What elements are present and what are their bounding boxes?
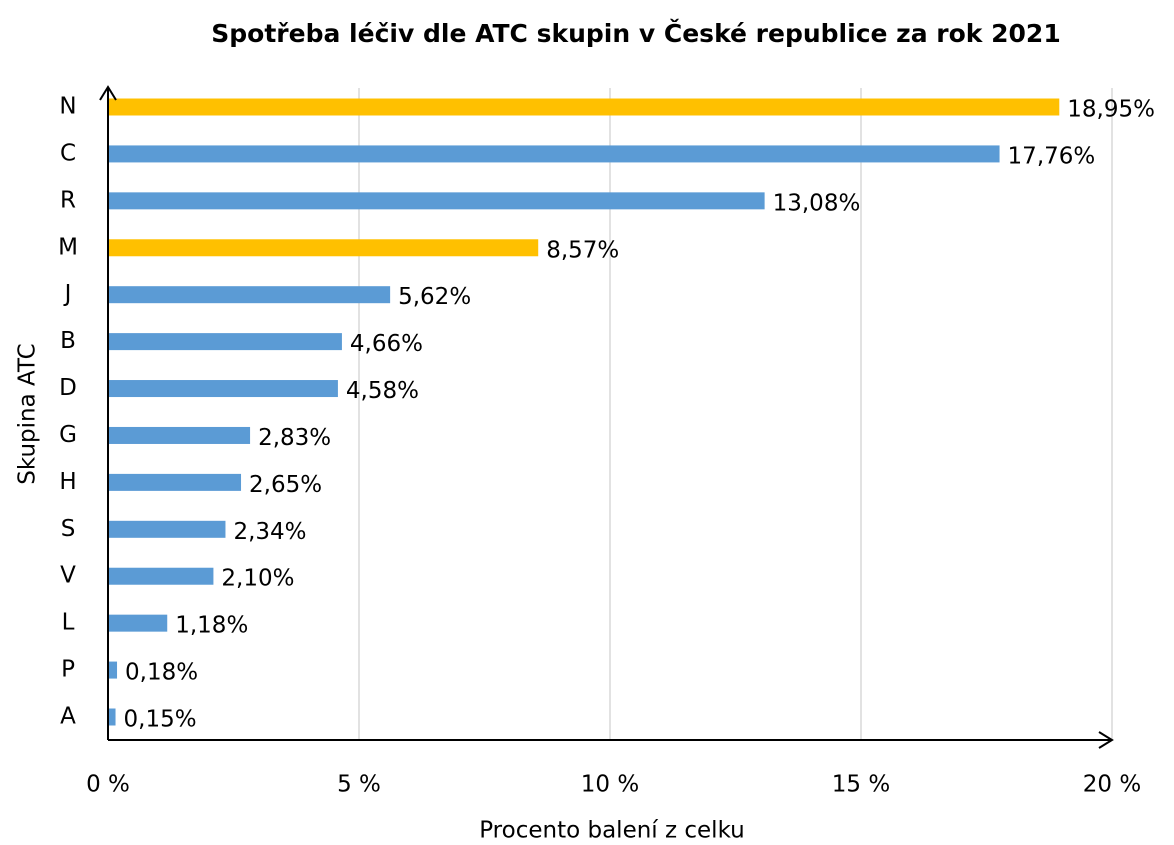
bar: [108, 473, 242, 491]
bar: [108, 614, 168, 632]
bar: [108, 661, 118, 679]
x-tick-label: 0 %: [86, 772, 130, 798]
bar: [108, 286, 391, 304]
bar: [108, 426, 251, 444]
bar: [108, 333, 342, 351]
x-axis-arrow: [1098, 731, 1114, 749]
y-tick-label: B: [60, 328, 76, 354]
x-tick-label: 10 %: [581, 772, 639, 798]
data-label: 8,57%: [546, 237, 619, 263]
x-tick-label: 20 %: [1083, 772, 1141, 798]
bar: [108, 98, 1060, 116]
bar: [108, 145, 1000, 163]
y-tick-label: M: [58, 234, 78, 260]
y-tick-label: R: [60, 187, 76, 213]
data-label: 0,15%: [124, 707, 197, 733]
chart-title: Spotřeba léčiv dle ATC skupin v České re…: [211, 18, 1060, 48]
y-axis-arrow: [99, 85, 117, 101]
y-tick-label: V: [60, 563, 76, 589]
grid: [358, 88, 1113, 740]
data-label: 2,10%: [221, 566, 294, 592]
bar: [108, 708, 116, 726]
data-label: 0,18%: [125, 660, 198, 686]
bar: [108, 567, 214, 585]
bar: [108, 380, 338, 398]
bar: [108, 239, 539, 257]
y-tick-label: C: [60, 140, 76, 166]
y-tick-label: P: [61, 657, 75, 683]
data-label: 2,83%: [258, 425, 331, 451]
bars: [108, 98, 1060, 726]
y-tick-label: H: [59, 469, 76, 495]
data-label: 4,58%: [346, 378, 419, 404]
x-tick-label: 5 %: [337, 772, 381, 798]
y-tick-label: A: [60, 704, 76, 730]
y-tick-label: J: [63, 281, 72, 307]
y-tick-label: N: [59, 94, 76, 120]
y-tick-label: S: [61, 516, 76, 542]
y-tick-label: L: [62, 610, 75, 636]
y-tick-label: G: [59, 422, 77, 448]
y-tick-label: D: [59, 375, 77, 401]
y-axis-label: Skupina ATC: [15, 343, 41, 484]
data-label: 17,76%: [1008, 143, 1096, 169]
bar: [108, 192, 765, 210]
data-label: 1,18%: [175, 613, 248, 639]
data-label: 2,34%: [233, 519, 306, 545]
x-axis-label: Procento balení z celku: [479, 818, 745, 844]
axes: [99, 85, 1114, 749]
data-label: 4,66%: [350, 331, 423, 357]
data-label: 18,95%: [1067, 97, 1155, 123]
data-label: 13,08%: [773, 190, 861, 216]
data-label: 2,65%: [249, 472, 322, 498]
bar: [108, 520, 226, 538]
data-label: 5,62%: [398, 284, 471, 310]
x-tick-label: 15 %: [832, 772, 890, 798]
